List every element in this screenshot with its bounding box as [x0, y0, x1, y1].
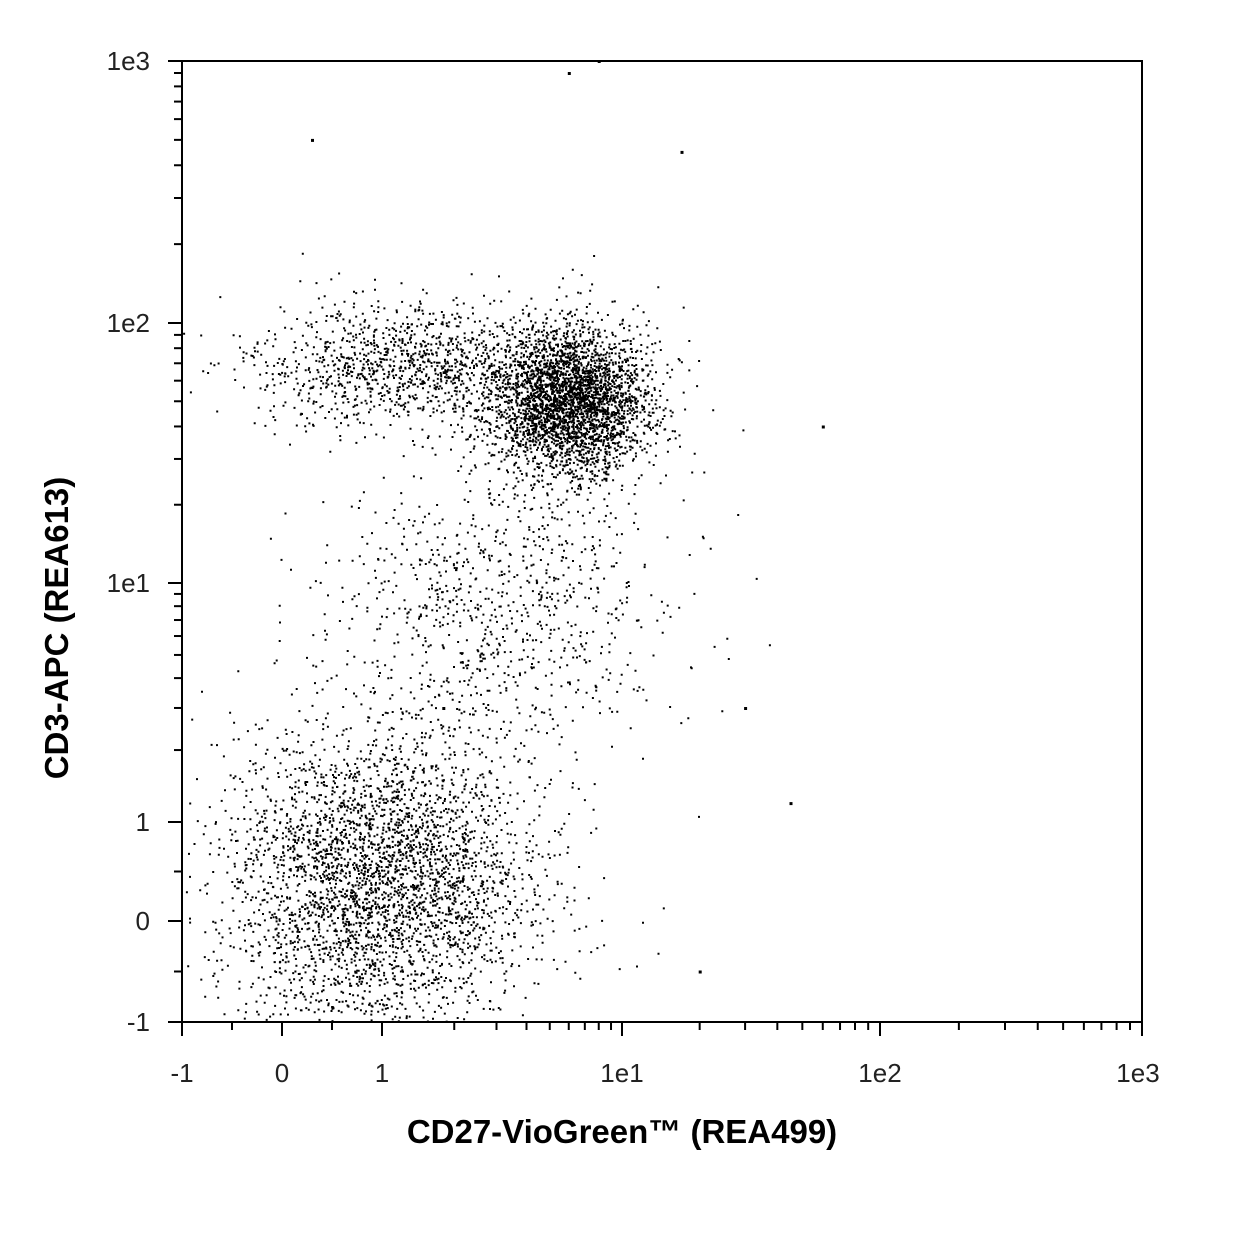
event-dots — [183, 60, 825, 1023]
x-tick-label: 1e3 — [1116, 1058, 1159, 1088]
event-dot — [442, 707, 446, 710]
x-axis-title: CD27-VioGreen™ (REA499) — [407, 1113, 837, 1150]
x-tick-label: 1 — [375, 1058, 389, 1088]
event-dot — [311, 138, 314, 142]
y-tick-label: 1e3 — [107, 46, 150, 76]
x-tick-label: -1 — [170, 1058, 193, 1088]
x-tick-label: 1e2 — [858, 1058, 901, 1088]
event-dot-cloud — [183, 252, 771, 1023]
event-dot — [821, 425, 825, 429]
event-dot — [567, 72, 571, 75]
y-tick-label: 1e2 — [107, 308, 150, 338]
x-axis: -1 0 1 1e1 1e2 1e3 — [170, 1022, 1160, 1088]
y-axis-title: CD3-APC (REA613) — [38, 477, 75, 780]
plot-frame — [181, 60, 1143, 1023]
event-dot — [744, 707, 748, 710]
y-tick-label: 1e1 — [107, 568, 150, 598]
event-dot — [789, 802, 793, 806]
y-tick-label: -1 — [127, 1007, 150, 1037]
event-dot — [698, 970, 702, 974]
y-axis: -1 0 1 1e1 1e2 1e3 — [107, 46, 182, 1037]
y-tick-label: 1 — [136, 807, 150, 837]
event-dot — [680, 150, 684, 154]
y-tick-label: 0 — [136, 906, 150, 936]
x-tick-label: 0 — [275, 1058, 289, 1088]
x-tick-label: 1e1 — [600, 1058, 643, 1088]
